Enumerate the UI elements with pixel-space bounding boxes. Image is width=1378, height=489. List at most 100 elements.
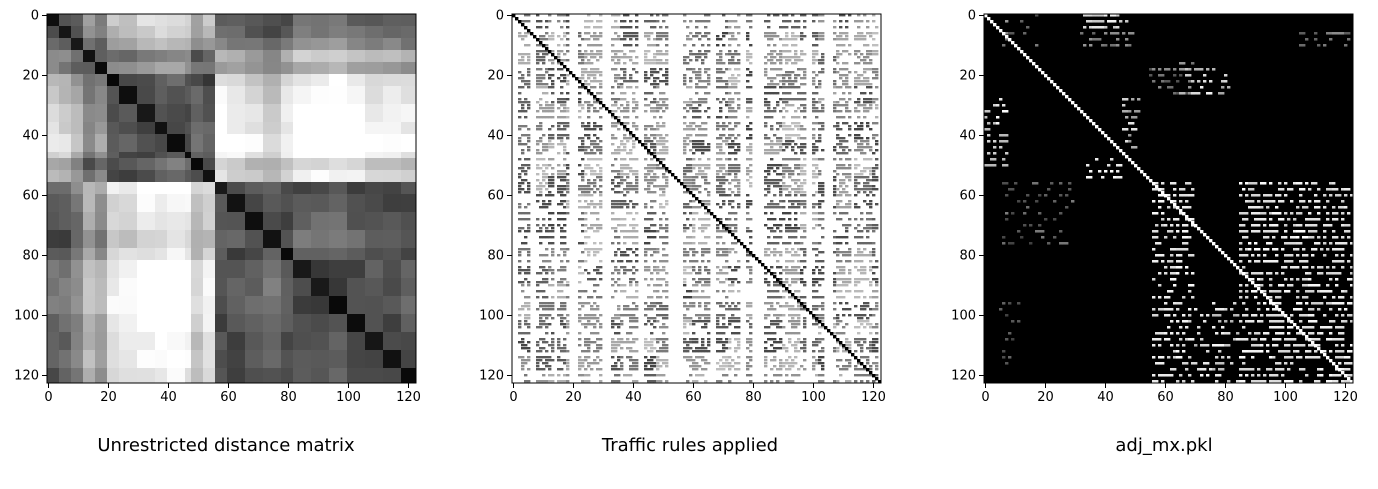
heatmap-cell <box>821 53 825 56</box>
heatmap-cell <box>776 224 780 227</box>
heatmap-cell <box>770 164 774 167</box>
heatmap-cell <box>155 86 168 105</box>
heatmap-cell <box>737 203 741 206</box>
heatmap-cell <box>548 242 552 245</box>
heatmap-cell <box>656 50 660 53</box>
heatmap-cell <box>716 323 720 326</box>
heatmap-cell <box>584 236 588 239</box>
heatmap-cell <box>704 176 708 179</box>
heatmap-cell <box>347 278 366 297</box>
heatmap-cell <box>770 182 774 185</box>
heatmap-cell <box>812 296 816 299</box>
heatmap-cell <box>656 278 660 281</box>
heatmap-cell <box>665 149 669 152</box>
heatmap-cell <box>539 191 543 194</box>
heatmap-cell <box>83 368 96 384</box>
heatmap-cell <box>866 62 870 65</box>
heatmap-cell <box>728 284 732 287</box>
heatmap-cell <box>329 368 348 384</box>
heatmap-cell <box>875 323 879 326</box>
heatmap-cell <box>635 158 639 161</box>
heatmap-cell <box>626 212 630 215</box>
heatmap-cell <box>722 167 726 170</box>
heatmap-cell <box>185 278 192 297</box>
heatmap-cell <box>650 212 654 215</box>
heatmap-cell <box>644 278 648 281</box>
heatmap-cell <box>788 77 792 80</box>
heatmap-cell <box>545 101 549 104</box>
heatmap-cell <box>557 134 561 137</box>
heatmap-cell <box>653 152 657 155</box>
heatmap-cell <box>566 314 570 317</box>
heatmap-cell <box>524 164 528 167</box>
heatmap-cell <box>707 260 711 263</box>
heatmap-cell <box>701 320 705 323</box>
heatmap-cell <box>785 188 789 191</box>
heatmap-cell <box>701 140 705 143</box>
heatmap-cell <box>869 188 873 191</box>
heatmap-cell <box>548 344 552 347</box>
heatmap-cell <box>650 140 654 143</box>
heatmap-cell <box>617 56 621 59</box>
heatmap-cell <box>857 281 861 284</box>
heatmap-cell <box>203 104 216 123</box>
heatmap-cell <box>815 296 819 299</box>
heatmap-cell <box>95 350 108 369</box>
heatmap-cell <box>773 203 777 206</box>
heatmap-cell <box>599 242 603 245</box>
heatmap-cell <box>785 44 789 47</box>
heatmap-cell <box>722 164 726 167</box>
heatmap-cell <box>665 203 669 206</box>
heatmap-cell <box>263 62 282 75</box>
heatmap-cell <box>662 236 666 239</box>
heatmap-cell <box>620 338 624 341</box>
heatmap-cell <box>854 149 858 152</box>
heatmap-cell <box>716 242 720 245</box>
heatmap-cell <box>836 254 840 257</box>
heatmap-cell <box>704 317 708 320</box>
heatmap-cell <box>542 86 546 89</box>
heatmap-cell <box>584 188 588 191</box>
heatmap-cell <box>866 176 870 179</box>
heatmap-cell <box>542 308 546 311</box>
heatmap-cell <box>83 260 96 279</box>
heatmap-cell <box>596 269 600 272</box>
heatmap-cell <box>542 56 546 59</box>
heatmap-cell <box>536 308 540 311</box>
heatmap-cell <box>518 356 522 359</box>
heatmap-cell <box>728 290 732 293</box>
heatmap-cell <box>659 305 663 308</box>
heatmap-cell <box>857 224 861 227</box>
heatmap-cell <box>863 107 867 110</box>
heatmap-cell <box>548 200 552 203</box>
heatmap-cell <box>839 128 843 131</box>
heatmap-cell <box>836 317 840 320</box>
heatmap-cell <box>749 71 753 74</box>
heatmap-cell <box>524 332 528 335</box>
heatmap-cell <box>692 290 696 293</box>
heatmap-cell <box>842 284 846 287</box>
heatmap-cell <box>644 206 648 209</box>
heatmap-cell <box>770 332 774 335</box>
heatmap-cell <box>836 203 840 206</box>
heatmap-cell <box>773 92 777 95</box>
heatmap-cell <box>839 116 843 119</box>
heatmap-cell <box>785 35 789 38</box>
heatmap-cell <box>581 323 585 326</box>
heatmap-cell <box>764 143 768 146</box>
heatmap-cell <box>812 80 816 83</box>
heatmap-cell <box>866 53 870 56</box>
heatmap-cell <box>734 170 738 173</box>
heatmap-cell <box>848 344 852 347</box>
heatmap-cell <box>782 314 786 317</box>
heatmap-cell <box>689 98 693 101</box>
heatmap-cell <box>311 314 330 333</box>
heatmap-cell <box>401 152 417 159</box>
heatmap-cell <box>737 74 741 77</box>
heatmap-cell <box>875 281 879 284</box>
heatmap-cell <box>773 185 777 188</box>
heatmap-cell <box>875 134 879 137</box>
heatmap-cell <box>614 137 618 140</box>
heatmap-cell <box>839 152 843 155</box>
heatmap-cell <box>524 212 528 215</box>
